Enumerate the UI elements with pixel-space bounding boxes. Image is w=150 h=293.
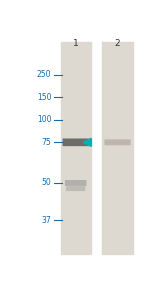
Text: 37: 37 bbox=[42, 216, 51, 225]
FancyBboxPatch shape bbox=[104, 139, 131, 145]
Text: 100: 100 bbox=[37, 115, 51, 124]
Text: 75: 75 bbox=[42, 138, 51, 147]
Text: 150: 150 bbox=[37, 93, 51, 102]
Text: 250: 250 bbox=[37, 70, 51, 79]
Bar bbox=[61, 42, 91, 254]
Bar bbox=[102, 42, 133, 254]
FancyBboxPatch shape bbox=[63, 139, 89, 146]
FancyBboxPatch shape bbox=[66, 186, 85, 191]
FancyBboxPatch shape bbox=[65, 180, 87, 186]
Text: 50: 50 bbox=[42, 178, 51, 188]
Text: 1: 1 bbox=[73, 39, 79, 47]
Text: 2: 2 bbox=[115, 39, 120, 47]
